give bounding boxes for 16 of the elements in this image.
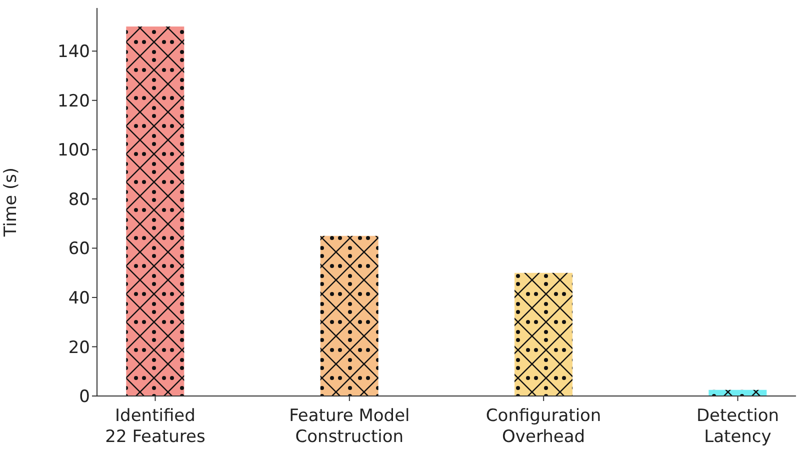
y-tick-label: 20 [68, 338, 90, 358]
y-tick-label: 120 [58, 91, 90, 112]
x-tick-label: Configuration Overhead [486, 406, 602, 447]
y-tick-label: 40 [68, 288, 90, 308]
x-tick-label: Identified 22 Features [105, 406, 206, 447]
bar [514, 272, 572, 396]
bar [126, 26, 184, 396]
bar [320, 236, 378, 396]
y-axis-title: Time (s) [1, 167, 22, 238]
y-tick-label: 140 [58, 42, 90, 62]
y-tick-label: 100 [58, 140, 90, 161]
y-tick-label: 0 [79, 387, 90, 408]
y-tick-label: 80 [68, 190, 90, 210]
y-tick-label: 60 [68, 239, 90, 260]
x-tick-label: Detection Latency [696, 406, 780, 447]
x-tick-label: Feature Model Construction [289, 406, 410, 447]
